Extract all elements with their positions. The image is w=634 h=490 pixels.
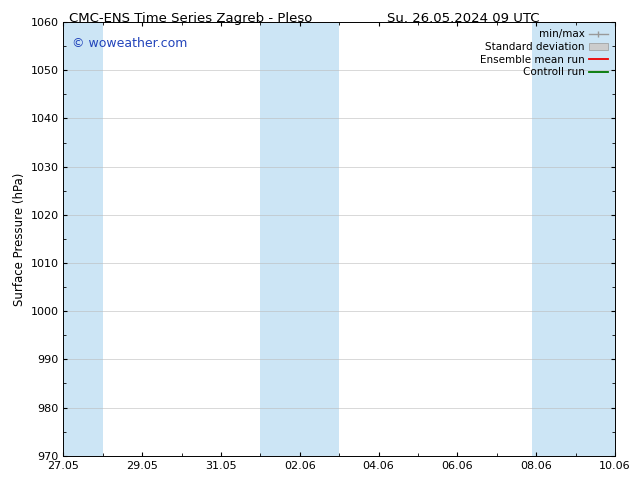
Bar xyxy=(60,22,103,456)
Text: © woweather.com: © woweather.com xyxy=(72,37,187,50)
Bar xyxy=(533,22,619,456)
Text: Su. 26.05.2024 09 UTC: Su. 26.05.2024 09 UTC xyxy=(387,12,539,25)
Text: CMC-ENS Time Series Zagreb - Pleso: CMC-ENS Time Series Zagreb - Pleso xyxy=(68,12,312,25)
Bar xyxy=(261,22,339,456)
Y-axis label: Surface Pressure (hPa): Surface Pressure (hPa) xyxy=(13,172,26,306)
Legend: min/max, Standard deviation, Ensemble mean run, Controll run: min/max, Standard deviation, Ensemble me… xyxy=(478,27,610,79)
